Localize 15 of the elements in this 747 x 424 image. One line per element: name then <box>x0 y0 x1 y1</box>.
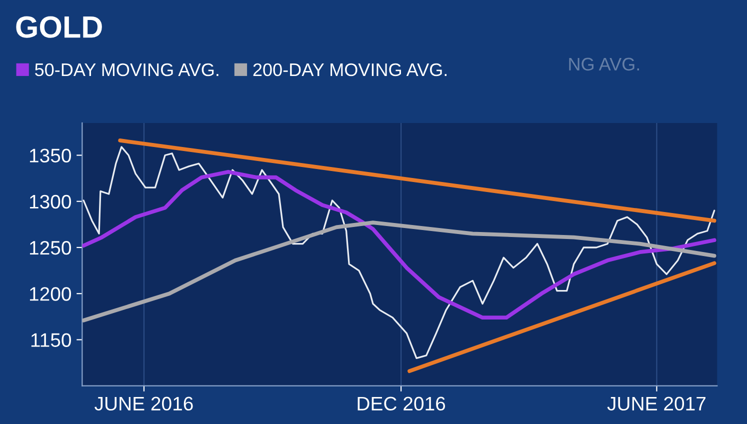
x-tick-label: DEC 2016 <box>358 396 446 411</box>
line-series <box>82 170 716 320</box>
legend-label: 200-DAY MOVING AVG. <box>253 63 447 76</box>
y-tick-label: 1200 <box>30 287 71 301</box>
y-tick-label: 1300 <box>30 194 71 209</box>
chart-title: GOLD <box>16 16 102 38</box>
legend-label: 50-DAY MOVING AVG. <box>35 63 218 76</box>
y-tick-label: 1350 <box>30 148 71 162</box>
line-series <box>82 220 716 322</box>
line-series <box>82 146 716 360</box>
x-tick-label: JUNE 2016 <box>94 396 193 411</box>
y-tick-label: 1150 <box>31 333 71 347</box>
text: NG AVG. <box>569 58 639 71</box>
y-tick-label: 1250 <box>30 240 71 255</box>
x-tick-label: JUNE 2017 <box>607 396 706 411</box>
